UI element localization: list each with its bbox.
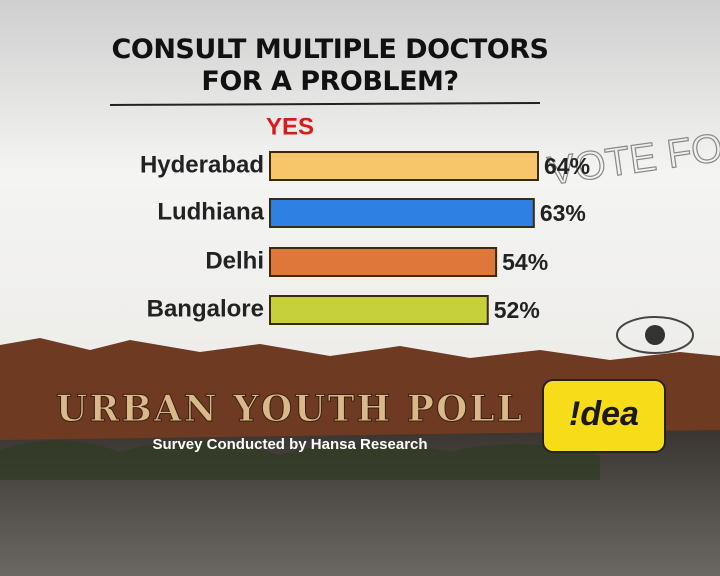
logo-text: !dea bbox=[569, 395, 639, 433]
value-label: 64% bbox=[544, 153, 590, 179]
chart-subtitle: YES bbox=[266, 113, 314, 140]
value-label: 54% bbox=[502, 249, 548, 275]
category-label: Ludhiana bbox=[157, 198, 264, 225]
category-label: Bangalore bbox=[147, 295, 264, 322]
value-label: 52% bbox=[494, 297, 540, 323]
category-label: Hyderabad bbox=[140, 151, 264, 178]
footer-credit: Survey Conducted by Hansa Research bbox=[152, 436, 427, 453]
chart-title: CONSULT MULTIPLE DOCTORS FOR A PROBLEM? bbox=[111, 34, 549, 97]
title-underline bbox=[109, 102, 541, 106]
eye-pupil bbox=[645, 325, 665, 345]
footer-title: URBAN YOUTH POLL bbox=[56, 388, 524, 430]
bar bbox=[269, 198, 535, 228]
value-label: 63% bbox=[540, 200, 586, 226]
logo-box bbox=[542, 379, 666, 453]
grass bbox=[0, 440, 600, 480]
category-label: Delhi bbox=[205, 247, 264, 274]
bar bbox=[269, 151, 539, 181]
eye-sketch bbox=[616, 316, 694, 354]
bar bbox=[269, 247, 498, 277]
bar bbox=[269, 295, 489, 325]
